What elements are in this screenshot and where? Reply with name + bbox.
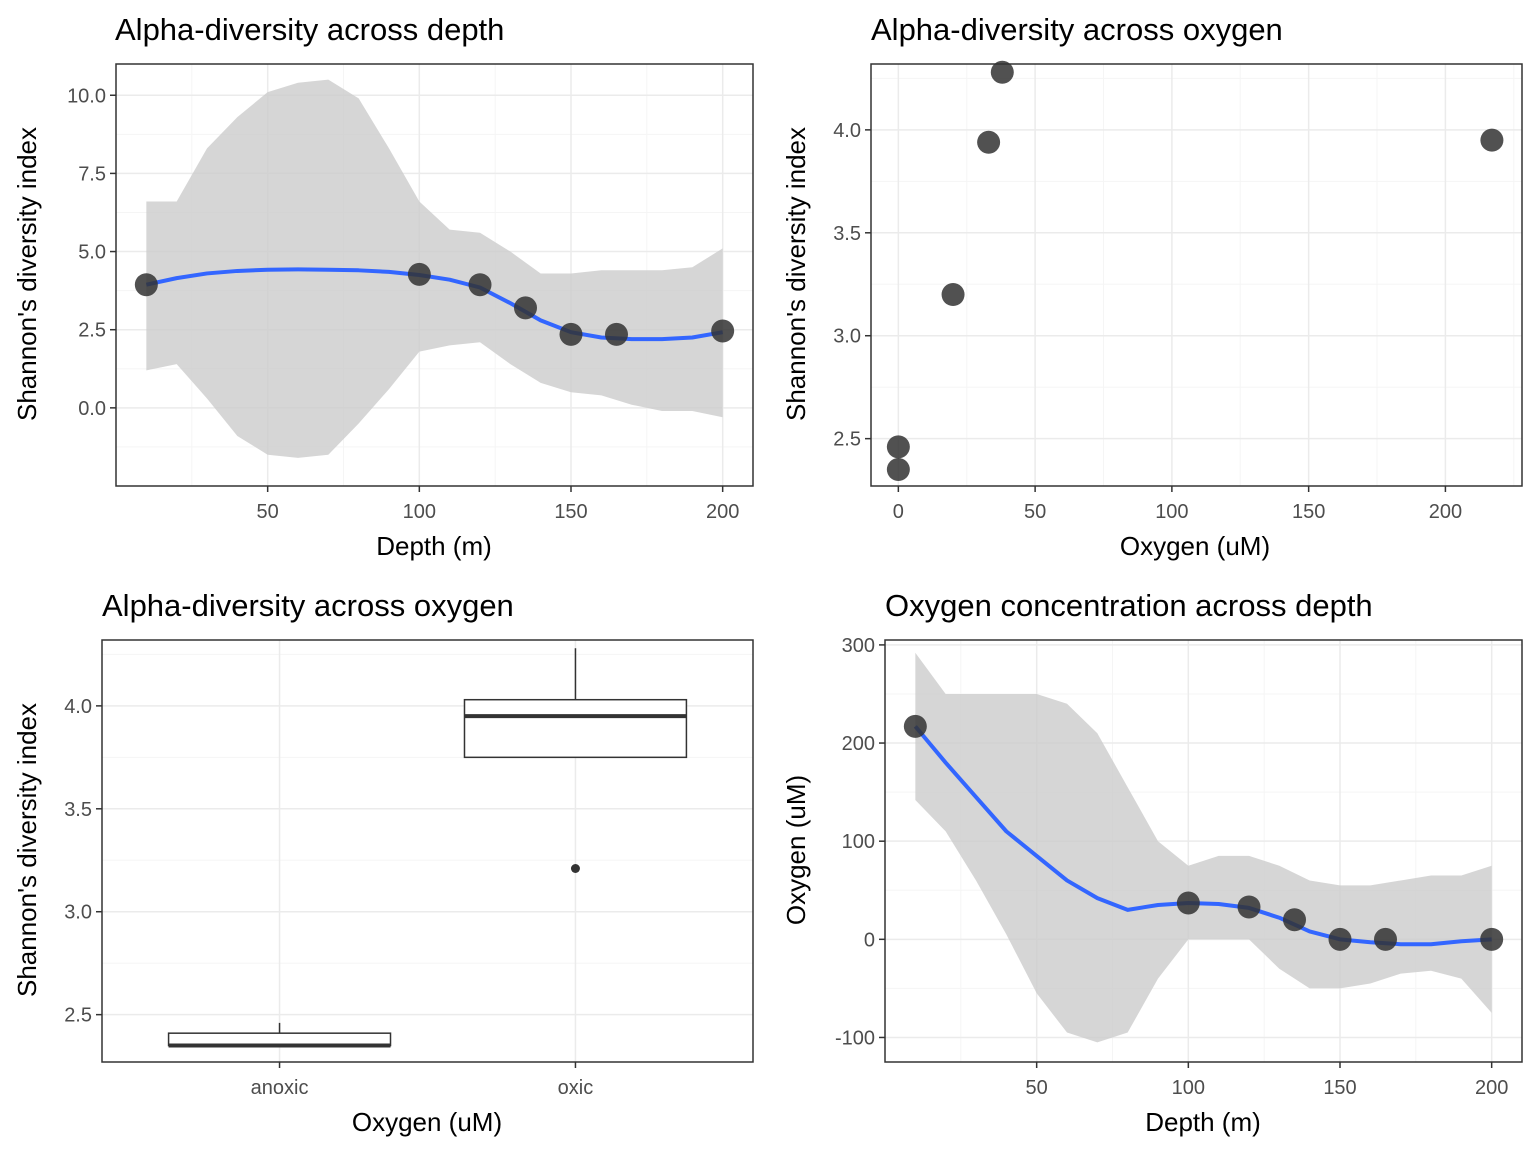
- x-tick-label: 50: [1026, 1077, 1048, 1099]
- plot-area: -100 0 100 200 300 50 100 150 200: [835, 635, 1523, 1099]
- data-point: [407, 262, 431, 286]
- y-tick-label: 2.5: [64, 1005, 92, 1027]
- data-point: [468, 273, 492, 297]
- x-tick-label: 50: [257, 501, 279, 523]
- y-tick-label: 0.0: [78, 398, 106, 420]
- panel-depth-oxygen: Oxygen concentration across depth Depth …: [781, 588, 1523, 1137]
- confidence-ribbon: [146, 79, 723, 458]
- y-axis-title: Shannon's diversity index: [781, 127, 811, 421]
- y-tick-label: 300: [842, 635, 875, 657]
- x-axis-title: Depth (m): [1145, 1107, 1261, 1137]
- y-tick-label: 7.5: [78, 163, 106, 185]
- x-tick-label: anoxic: [251, 1077, 309, 1099]
- data-point: [1176, 891, 1200, 915]
- y-tick-label: 4.0: [64, 696, 92, 718]
- panel-border: [884, 639, 1523, 1063]
- data-point: [1480, 927, 1504, 951]
- data-point: [886, 435, 910, 459]
- y-tick-label: 2.5: [78, 320, 106, 342]
- y-tick-label: 3.5: [64, 799, 92, 821]
- data-point: [903, 714, 927, 738]
- y-tick-label: 3.0: [833, 326, 861, 348]
- x-tick-label: 150: [1292, 501, 1325, 523]
- data-point: [1283, 908, 1306, 932]
- y-axis-title: Oxygen (uM): [781, 775, 811, 925]
- x-tick-label: 0: [893, 501, 904, 523]
- y-tick-label: 2.5: [833, 429, 861, 451]
- x-tick-label: 200: [706, 501, 739, 523]
- chart-title: Alpha-diversity across oxygen: [871, 12, 1283, 47]
- x-tick-label: 150: [554, 501, 587, 523]
- panel-oxygen-diversity: Alpha-diversity across oxygen Oxygen (uM…: [781, 12, 1523, 561]
- data-point: [711, 319, 735, 343]
- x-tick-label: 50: [1024, 501, 1046, 523]
- data-point: [559, 322, 583, 346]
- data-point: [886, 458, 910, 482]
- data-point: [514, 296, 537, 320]
- box-body: [463, 698, 688, 759]
- y-axis-title: Shannon's diversity index: [12, 703, 42, 997]
- data-point: [1237, 895, 1261, 919]
- x-tick-label: 100: [1172, 1077, 1205, 1099]
- y-tick-label: 100: [842, 831, 875, 853]
- x-tick-label: 200: [1429, 501, 1462, 523]
- panel-depth-diversity: Alpha-diversity across depth Depth (m) S…: [12, 12, 754, 561]
- panel-border: [101, 639, 754, 1063]
- y-tick-label: -100: [835, 1027, 875, 1049]
- y-tick-label: 10.0: [67, 85, 106, 107]
- chart-title: Oxygen concentration across depth: [885, 588, 1373, 623]
- data-point: [977, 130, 1001, 154]
- plot-area: 2.5 3.0 3.5 4.0 0 50 100 150 200: [833, 60, 1523, 523]
- chart-title: Alpha-diversity across depth: [115, 12, 504, 47]
- panel-border: [115, 63, 754, 487]
- data-point: [941, 283, 965, 307]
- x-axis-title: Depth (m): [376, 531, 492, 561]
- x-tick-label: 100: [1155, 501, 1188, 523]
- x-tick-label: oxic: [558, 1077, 594, 1099]
- data-point: [134, 273, 158, 297]
- x-axis-title: Oxygen (uM): [1120, 531, 1270, 561]
- chart-title: Alpha-diversity across oxygen: [102, 588, 514, 623]
- y-axis-title: Shannon's diversity index: [12, 127, 42, 421]
- panel-oxygen-boxplot: Alpha-diversity across oxygen Oxygen (uM…: [12, 588, 754, 1137]
- x-tick-label: 150: [1323, 1077, 1356, 1099]
- y-tick-label: 0: [864, 929, 875, 951]
- plot-area: 0.0 2.5 5.0 7.5 10.0 50 100 150 200: [67, 63, 754, 523]
- y-tick-label: 3.5: [833, 223, 861, 245]
- x-axis-title: Oxygen (uM): [352, 1107, 502, 1137]
- y-tick-label: 4.0: [833, 120, 861, 142]
- data-point: [1374, 927, 1397, 951]
- plot-area: 2.5 3.0 3.5 4.0 anoxic oxic: [64, 639, 754, 1099]
- panel-border: [870, 63, 1523, 487]
- data-point: [1328, 927, 1352, 951]
- data-point: [1480, 128, 1504, 152]
- x-tick-label: 100: [403, 501, 436, 523]
- y-tick-label: 5.0: [78, 242, 106, 264]
- x-tick-label: 200: [1475, 1077, 1508, 1099]
- y-tick-label: 200: [842, 733, 875, 755]
- data-point: [605, 322, 628, 346]
- y-tick-label: 3.0: [64, 902, 92, 924]
- data-point: [990, 60, 1014, 84]
- box-outlier: [570, 863, 580, 873]
